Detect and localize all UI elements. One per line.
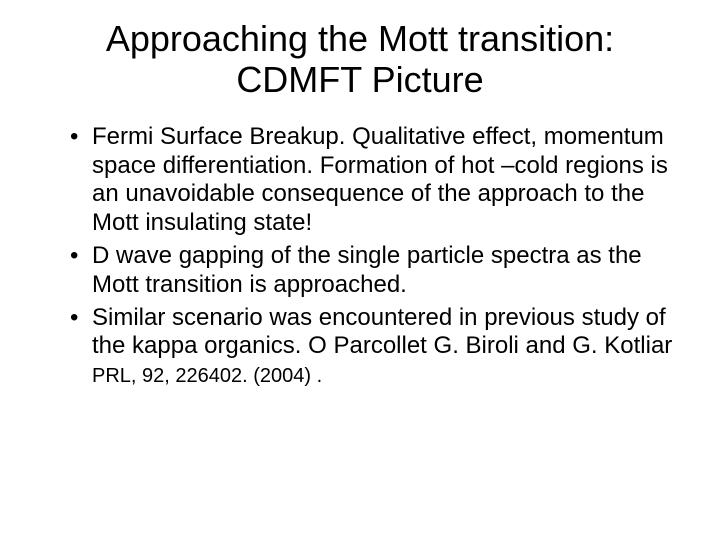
bullet-item: Fermi Surface Breakup. Qualitative effec… [70,123,680,238]
bullet-text: Similar scenario was encountered in prev… [92,304,672,360]
bullet-text: D wave gapping of the single particle sp… [92,242,642,298]
bullet-item: D wave gapping of the single particle sp… [70,242,680,300]
bullet-item: Similar scenario was encountered in prev… [70,304,680,390]
slide: Approaching the Mott transition: CDMFT P… [0,0,720,540]
bullet-list: Fermi Surface Breakup. Qualitative effec… [40,123,680,390]
citation-text: PRL, 92, 226402. (2004) . [92,365,322,387]
title-line-2: CDMFT Picture [236,59,483,100]
bullet-text: Fermi Surface Breakup. Qualitative effec… [92,123,668,236]
slide-title: Approaching the Mott transition: CDMFT P… [40,18,680,101]
title-line-1: Approaching the Mott transition: [106,18,614,59]
